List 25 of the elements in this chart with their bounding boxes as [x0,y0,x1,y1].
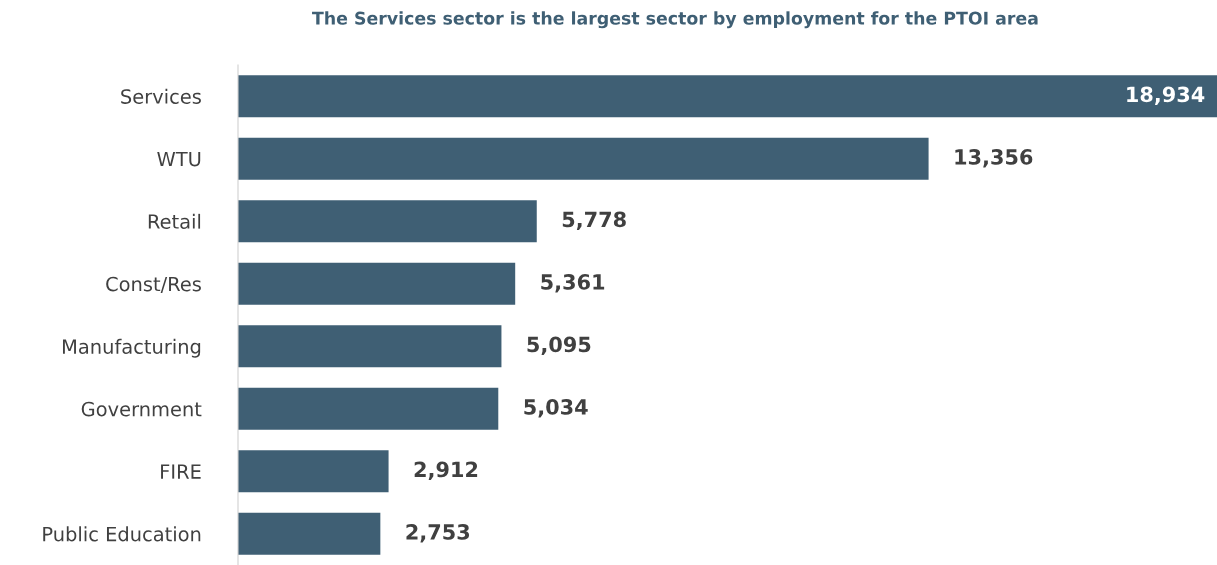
y-tick-label: Government [81,401,202,417]
data-label: 5,095 [527,336,591,355]
bar [238,512,381,555]
bar [238,137,929,180]
y-tick-label: WTU [157,151,201,167]
data-label: 5,034 [524,399,588,418]
bar [238,75,1217,118]
bar [238,262,516,305]
data-label: 2,912 [414,461,478,480]
data-label: 18,934 [1127,86,1205,105]
data-label: 2,753 [406,524,470,543]
bar [238,200,537,243]
data-label: 5,361 [541,274,605,293]
bar [238,387,499,430]
chart-title: The Services sector is the largest sector by employment for the PTOI area [312,11,1038,29]
y-tick-label: Services [121,88,201,104]
y-tick-label: Public Education [43,526,201,542]
y-tick-label: Retail [148,213,201,229]
y-tick-label: FIRE [161,464,201,479]
y-tick-label: Manufacturing [63,338,201,358]
data-label: 13,356 [955,149,1033,168]
data-label: 5,778 [562,211,626,230]
y-tick-label: Const/Res [106,276,201,293]
bar [238,450,389,493]
bar [238,325,502,368]
